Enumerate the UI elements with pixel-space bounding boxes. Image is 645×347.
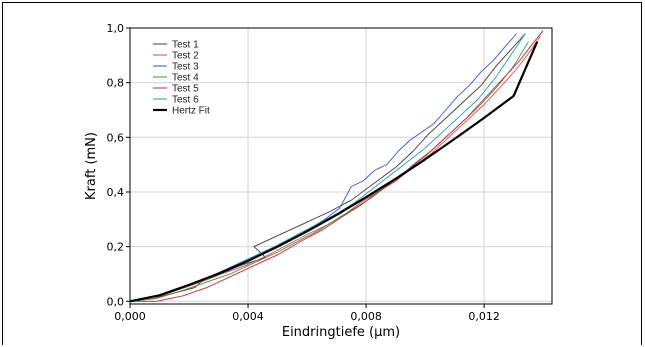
y-tick-label: 0,8 — [107, 77, 125, 90]
legend-label: Hertz Fit — [172, 106, 210, 117]
x-tick-label: 0,004 — [232, 310, 264, 323]
series-line-test-5 — [130, 30, 544, 302]
series-line-hertz-fit — [129, 41, 539, 303]
legend-label: Test 3 — [172, 62, 199, 73]
legend-label: Test 4 — [172, 73, 199, 84]
line-chart: 0,000 0,004 0,008 0,012 0,0 0,2 0,4 0,6 0,8 1,0 E… — [84, 22, 553, 340]
legend-label: Test 5 — [172, 84, 199, 95]
y-tick-label: 0,6 — [107, 131, 125, 144]
y-tick-label: 0,4 — [107, 186, 125, 199]
x-tick-label: 0,000 — [114, 310, 146, 323]
series-layer — [129, 30, 544, 303]
series-line-test-2 — [129, 35, 541, 302]
x-tick-label: 0,012 — [468, 310, 500, 323]
y-axis-label: Kraft (mN) — [84, 132, 99, 200]
y-tick-label: 1,0 — [107, 22, 125, 35]
y-tick-label: 0,0 — [107, 295, 125, 308]
legend-label: Test 1 — [172, 40, 199, 51]
legend-label: Test 2 — [172, 51, 199, 62]
series-line-test-3 — [129, 33, 517, 302]
y-tick-label: 0,2 — [107, 241, 125, 254]
plot-area — [129, 27, 553, 305]
legend-label: Test 6 — [172, 95, 199, 106]
x-axis-label: Eindringtiefe (µm) — [282, 325, 400, 340]
axis-ticks: 0,000 0,004 0,008 0,012 0,0 0,2 0,4 0,6 0,8 1,0 — [107, 22, 500, 323]
series-line-test-4 — [129, 41, 529, 302]
x-tick-label: 0,008 — [350, 310, 382, 323]
